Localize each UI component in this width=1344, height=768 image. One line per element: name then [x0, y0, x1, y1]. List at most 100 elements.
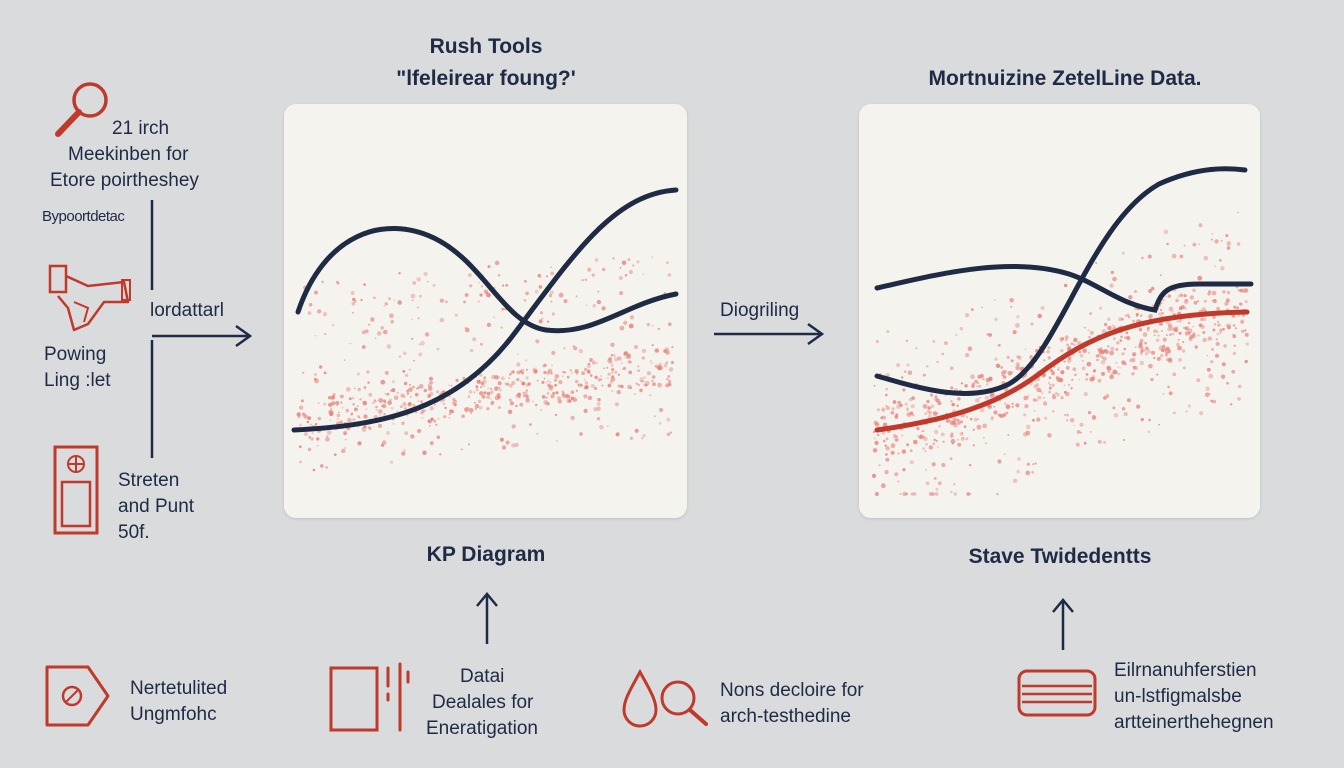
scatter-dot	[325, 466, 328, 469]
scatter-dot	[354, 407, 357, 410]
scatter-dot	[919, 436, 923, 440]
scatter-dot	[462, 376, 466, 380]
scatter-dot	[1175, 298, 1179, 303]
left-scatter-dots	[296, 256, 674, 472]
scatter-dot	[893, 434, 897, 438]
scatter-dot	[641, 356, 645, 360]
scatter-dot	[1136, 404, 1141, 409]
scatter-dot	[629, 436, 633, 440]
scatter-dot	[891, 407, 895, 411]
scatter-dot	[421, 417, 424, 420]
scatter-dot	[367, 381, 370, 384]
scatter-dot	[637, 383, 640, 387]
scatter-dot	[1204, 392, 1210, 398]
scatter-dot	[1202, 337, 1207, 343]
scatter-dot	[1142, 332, 1148, 337]
scatter-dot	[1128, 295, 1133, 300]
scatter-dot	[329, 412, 333, 417]
scatter-dot	[1005, 404, 1011, 410]
scatter-dot	[649, 394, 652, 397]
scatter-dot	[950, 432, 954, 436]
scatter-dot	[902, 388, 906, 392]
scatter-dot	[949, 457, 953, 460]
scatter-dot	[933, 477, 937, 480]
scatter-dot	[1052, 410, 1055, 413]
scatter-dot	[1134, 290, 1137, 293]
scatter-dot	[390, 407, 394, 410]
scatter-dot	[960, 382, 963, 385]
scatter-dot	[382, 403, 387, 409]
scatter-dot	[909, 411, 914, 416]
scatter-dot	[1046, 350, 1050, 354]
scatter-dot	[1049, 368, 1053, 372]
scatter-dot	[475, 388, 479, 392]
scatter-dot	[921, 430, 923, 433]
scatter-dot	[876, 408, 880, 412]
scatter-dot	[363, 425, 367, 429]
scatter-dot	[1107, 345, 1110, 348]
scatter-dot	[1006, 355, 1010, 359]
scatter-dot	[642, 380, 645, 383]
scatter-dot	[930, 393, 934, 397]
scatter-dot	[1205, 386, 1210, 392]
scatter-dot	[423, 388, 427, 393]
scatter-dot	[307, 447, 312, 452]
scatter-dot	[474, 407, 477, 411]
scatter-dot	[419, 343, 421, 345]
scatter-dot	[1011, 402, 1014, 405]
scatter-dot	[573, 346, 578, 351]
scatter-dot	[1119, 367, 1122, 369]
scatter-dot	[498, 387, 501, 389]
scatter-dot	[525, 394, 529, 399]
scatter-dot	[525, 389, 528, 392]
scatter-dot	[1197, 300, 1200, 303]
scatter-dot	[959, 326, 964, 331]
scatter-dot	[439, 298, 444, 303]
scatter-dot	[1231, 369, 1235, 374]
scatter-dot	[895, 413, 899, 417]
scatter-dot	[1232, 324, 1236, 327]
scatter-dot	[643, 376, 646, 379]
scatter-dot	[429, 406, 434, 411]
scatter-dot	[507, 409, 513, 414]
scatter-dot	[540, 409, 543, 411]
scatter-dot	[303, 414, 308, 419]
scatter-dot	[934, 429, 939, 435]
scatter-dot	[950, 400, 953, 403]
scatter-dot	[402, 370, 406, 373]
scatter-dot	[913, 439, 918, 445]
scatter-dot	[651, 256, 654, 258]
scatter-dot	[1032, 398, 1037, 402]
scatter-dot	[1162, 392, 1165, 395]
scatter-dot	[561, 375, 564, 378]
scatter-dot	[1060, 349, 1064, 353]
scatter-dot	[1099, 306, 1103, 310]
scatter-dot	[424, 409, 427, 412]
scatter-dot	[904, 402, 908, 406]
scatter-dot	[596, 362, 598, 364]
scatter-dot	[1141, 256, 1144, 260]
scatter-dot	[977, 382, 980, 385]
scatter-dot	[1123, 438, 1126, 442]
scatter-dot	[534, 289, 539, 294]
scatter-dot	[352, 311, 354, 314]
scatter-dot	[936, 412, 939, 415]
scatter-dot	[917, 435, 920, 438]
scatter-dot	[550, 394, 555, 399]
scatter-dot	[906, 363, 910, 367]
scatter-dot	[520, 380, 523, 383]
scatter-dot	[651, 379, 654, 382]
scatter-dot	[1140, 348, 1144, 352]
scatter-dot	[593, 407, 598, 412]
scatter-dot	[1060, 396, 1064, 400]
scatter-dot	[1179, 294, 1184, 298]
scatter-dot	[983, 437, 985, 439]
scatter-dot	[1033, 410, 1036, 412]
scatter-dot	[972, 444, 975, 447]
scatter-dot	[356, 404, 360, 408]
scatter-dot	[627, 258, 631, 261]
scatter-dot	[667, 273, 672, 277]
scatter-dot	[659, 365, 664, 370]
scatter-dot	[1216, 332, 1220, 336]
scatter-dot	[1184, 331, 1190, 336]
